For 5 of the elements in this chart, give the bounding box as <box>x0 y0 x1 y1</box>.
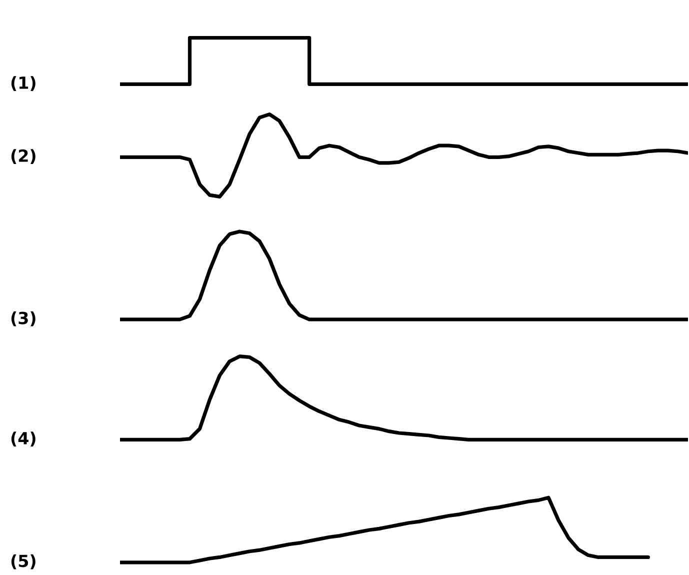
text: (4) <box>11 432 36 446</box>
text: (5) <box>11 554 36 570</box>
text: (3) <box>11 311 36 326</box>
text: (1) <box>11 76 36 91</box>
text: (2) <box>11 149 36 164</box>
